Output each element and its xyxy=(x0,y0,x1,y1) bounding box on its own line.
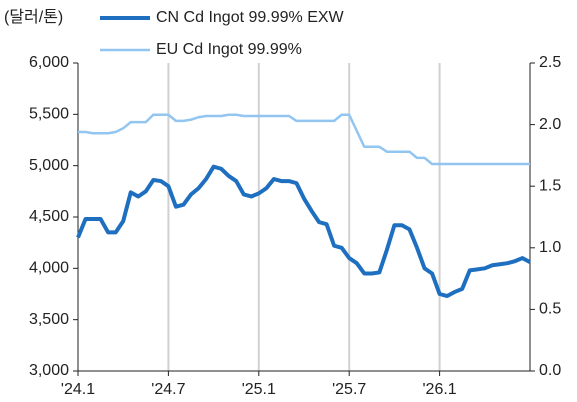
x-tick-label: '24.7 xyxy=(151,381,185,398)
y-tick-label: 4,000 xyxy=(29,260,69,277)
y-tick-label: 4,500 xyxy=(29,208,69,225)
legend-label: EU Cd Ingot 99.99% xyxy=(156,41,302,58)
y2-tick-label: 0.0 xyxy=(539,362,561,379)
x-tick-label: '25.1 xyxy=(242,381,276,398)
y-tick-label: 3,000 xyxy=(29,362,69,379)
series-line xyxy=(76,164,531,299)
legend-label: CN Cd Ingot 99.99% EXW xyxy=(156,9,345,26)
y-tick-label: 5,500 xyxy=(29,106,69,123)
x-tick-label: '25.7 xyxy=(332,381,366,398)
y-axis-label: (달러/톤) xyxy=(4,8,63,26)
y-tick-label: 6,000 xyxy=(29,54,69,71)
series-line xyxy=(78,113,530,166)
y-tick-label: 3,500 xyxy=(29,311,69,328)
x-tick-label: '24.1 xyxy=(61,381,95,398)
x-tick-label: '26.1 xyxy=(422,381,456,398)
y2-tick-label: 0.5 xyxy=(539,301,561,318)
y2-tick-label: 1.5 xyxy=(539,177,561,194)
y2-tick-label: 2.5 xyxy=(539,54,561,71)
y-tick-label: 5,000 xyxy=(29,157,69,174)
y2-tick-label: 1.0 xyxy=(539,239,561,256)
y2-tick-label: 2.0 xyxy=(539,116,561,133)
